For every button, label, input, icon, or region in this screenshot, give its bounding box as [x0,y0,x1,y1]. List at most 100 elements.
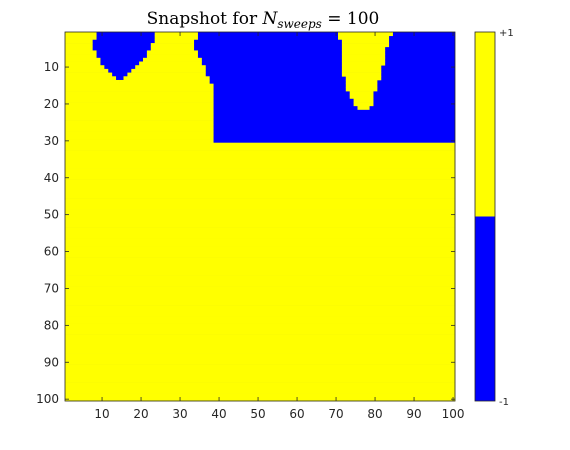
heatmap-cell [65,297,456,302]
colorbar-frame [474,31,496,402]
heatmap-cell [65,367,456,372]
y-tick-label: 60 [44,245,59,259]
heatmap-cell [150,46,195,51]
heatmap-cell [65,190,456,195]
heatmap-cell [65,39,93,44]
heatmap-cell [353,102,374,107]
heatmap-cell [154,32,198,37]
heatmap-cell [65,179,456,184]
heatmap-cell [65,338,456,343]
y-tick-label: 50 [44,208,59,222]
y-tick-label: 10 [44,60,59,74]
heatmap-cell [65,397,456,402]
heatmap-cell [349,94,374,99]
heatmap-cell [341,65,382,70]
heatmap-cell [65,253,456,258]
y-tick-label: 40 [44,171,59,185]
heatmap-cell [154,35,198,40]
heatmap-cell [65,168,456,173]
y-tick-label: 100 [36,392,59,406]
heatmap-cell [65,349,456,354]
x-tick-label: 90 [406,407,421,421]
colorbar: +1 -1 [474,28,514,408]
heatmap-cell [65,135,214,140]
heatmap-cell [143,57,202,62]
heatmap-cell [65,393,456,398]
heatmap-cell [65,57,101,62]
heatmap-cell [65,32,97,37]
y-tick-label: 20 [44,97,59,111]
heatmap-cell [65,264,456,269]
heatmap-cell [65,83,214,88]
heatmap-cell [338,35,390,40]
heatmap-cell [123,76,210,81]
heatmap-cell [65,116,214,121]
heatmap-cell [65,316,456,321]
colorbar-top-label: +1 [499,28,514,39]
heatmap-cells [65,32,456,402]
heatmap-cell [65,334,456,339]
heatmap-cell [65,146,456,151]
heatmap-cell [65,61,101,66]
heatmap-cell [65,389,456,394]
heatmap-cell [65,305,456,310]
heatmap-cell [338,32,393,37]
heatmap-cell [65,282,456,287]
heatmap-cell [65,260,456,265]
heatmap-cell [65,238,456,243]
heatmap-cell [65,94,214,99]
heatmap-cell [65,65,105,70]
heatmap-cell [65,319,456,324]
heatmap-cell [65,205,456,210]
heatmap-cell [65,198,456,203]
heatmap-cell [65,68,109,73]
heatmap-cell [341,61,386,66]
heatmap-cell [65,201,456,206]
heatmap-cell [345,76,382,81]
heatmap-cell [65,268,456,273]
heatmap-cell [349,91,374,96]
heatmap-cell [341,68,382,73]
heatmap-cell [154,39,195,44]
heatmap-cell [65,91,214,96]
colorbar-bottom-label: -1 [499,397,509,408]
heatmap-cell [65,242,456,247]
heatmap-cell [139,61,202,66]
heatmap-cell [65,183,456,188]
y-tick-label: 30 [44,134,59,148]
y-tick-label: 80 [44,318,59,332]
heatmap-cell [65,356,456,361]
heatmap-cell [127,72,206,77]
title-value: 100 [347,9,379,29]
heatmap-cell [65,246,456,251]
title-prefix: Snapshot for [147,9,263,29]
heatmap-cell [65,330,456,335]
heatmap-cell [65,308,456,313]
heatmap-cell [65,220,456,225]
heatmap-cell [65,105,214,110]
heatmap-cell [65,286,456,291]
heatmap-cell [65,231,456,236]
heatmap-cell [65,79,120,85]
title-variable: N [261,9,278,29]
heatmap-cell [65,234,456,239]
heatmap-cell [65,378,456,383]
heatmap-cell [65,157,456,162]
heatmap-cell [65,386,456,391]
x-tick-label: 100 [442,407,465,421]
heatmap-cell [65,50,97,55]
x-tick-label: 10 [94,407,109,421]
heatmap-cell [65,161,456,166]
heatmap-cell [65,153,456,158]
heatmap-cell [65,186,456,192]
heatmap-cell [65,279,456,284]
x-axis: 10 20 30 40 50 60 70 80 90 100 [94,32,465,421]
heatmap-cell [65,271,456,276]
heatmap-cell [65,290,456,295]
heatmap-cell [65,371,456,376]
heatmap-cell [65,257,456,262]
heatmap-cell [65,382,456,387]
heatmap-cell [65,54,97,59]
heatmap-cell [65,127,214,132]
x-tick-label: 70 [328,407,343,421]
